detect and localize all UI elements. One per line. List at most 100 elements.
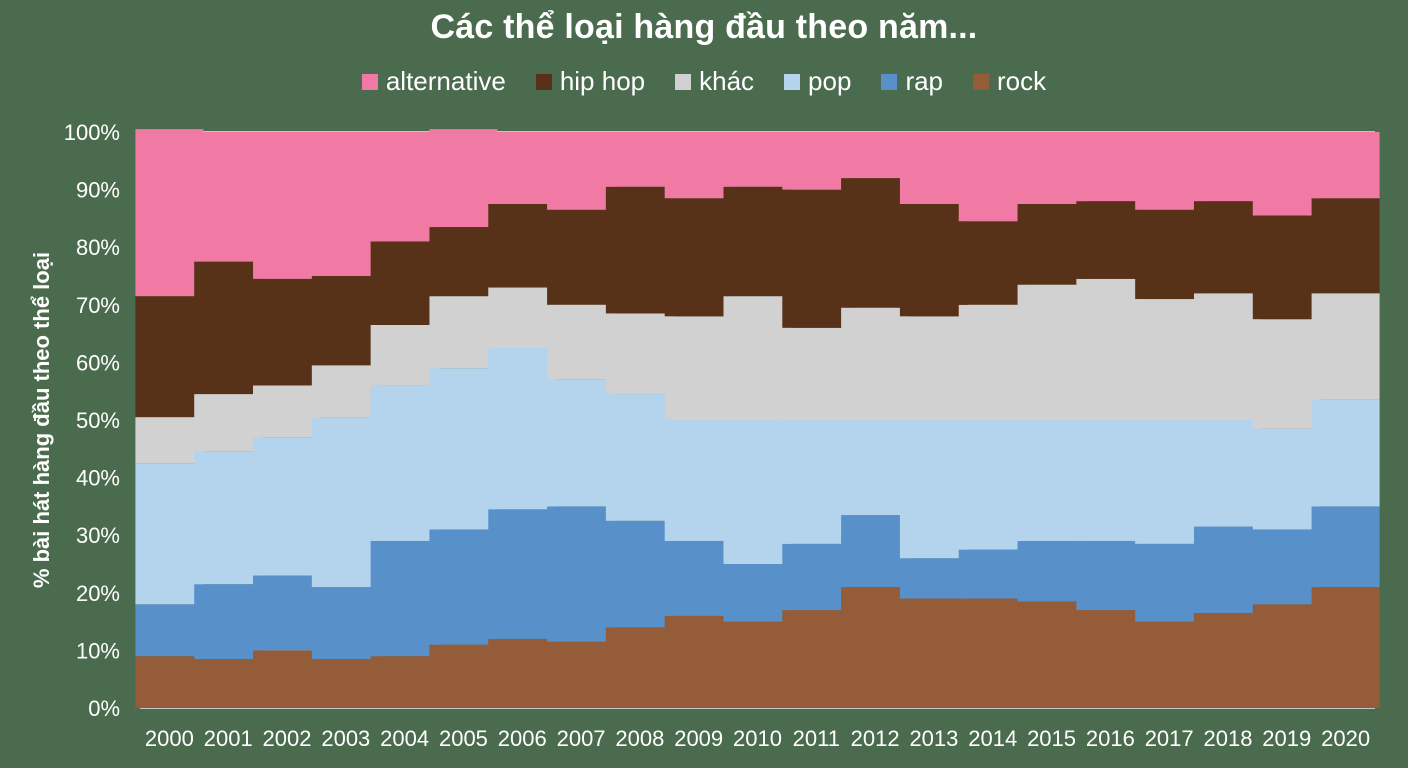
- bar-segment-khác-2018: [1193, 293, 1262, 420]
- bar-segment-rock-2013: [899, 598, 968, 708]
- legend-swatch: [675, 73, 692, 90]
- bar-segment-pop-2001: [194, 451, 263, 585]
- bar-segment-khác-2004: [370, 324, 439, 386]
- bar-segment-hip-hop-2013: [899, 204, 968, 317]
- legend-swatch: [535, 73, 552, 90]
- legend-label: khác: [699, 66, 755, 96]
- bar-segment-rap-2014: [958, 549, 1027, 599]
- chart-legend: alternative hip hop khác pop rap rock: [0, 66, 1408, 97]
- legend-item-alternative: alternative: [361, 66, 506, 97]
- bar-segment-rock-2007: [547, 641, 616, 708]
- bar-segment-pop-2014: [958, 420, 1027, 550]
- bar-segment-hip-hop-2008: [605, 186, 674, 314]
- bar-segment-rap-2011: [782, 543, 851, 611]
- bar-segment-khác-2001: [194, 394, 263, 452]
- bar-segment-khác-2000: [135, 417, 204, 464]
- bar-segment-khác-2015: [1017, 284, 1086, 420]
- y-tick-label: 50%: [76, 408, 120, 433]
- bar-segment-rap-2015: [1017, 540, 1086, 602]
- bar-segment-hip-hop-2017: [1135, 209, 1204, 300]
- bar-segment-pop-2007: [547, 379, 616, 507]
- bar-segment-khác-2020: [1311, 293, 1380, 400]
- bar-segment-rap-2017: [1135, 543, 1204, 622]
- bar-segment-alternative-2008: [605, 132, 674, 187]
- bar-segment-hip-hop-2011: [782, 189, 851, 328]
- x-tick-label: 2019: [1262, 726, 1311, 751]
- y-tick-label: 60%: [76, 350, 120, 375]
- bar-segment-hip-hop-2010: [723, 186, 792, 297]
- bar-segment-alternative-2012: [841, 132, 910, 179]
- bar-segment-pop-2005: [429, 368, 498, 530]
- bar-segment-pop-2019: [1252, 428, 1321, 530]
- bar-segment-alternative-2007: [547, 132, 616, 210]
- legend-label: hip hop: [559, 66, 646, 96]
- legend-item-hip-hop: hip hop: [535, 66, 646, 97]
- bar-segment-alternative-2005: [429, 129, 498, 228]
- x-tick-label: 2002: [263, 726, 312, 751]
- bar-segment-rap-2005: [429, 529, 498, 645]
- bar-segment-rap-2007: [547, 506, 616, 642]
- bar-segment-rock-2005: [429, 644, 498, 708]
- bar-segment-rap-2003: [311, 587, 380, 660]
- y-tick-label: 0%: [88, 696, 120, 721]
- bar-segment-hip-hop-2001: [194, 261, 263, 395]
- bar-segment-rock-2015: [1017, 601, 1086, 708]
- bar-segment-rock-2006: [488, 638, 557, 708]
- bar-segment-alternative-2002: [253, 132, 322, 279]
- bar-segment-pop-2013: [899, 420, 968, 559]
- bar-segment-pop-2010: [723, 420, 792, 564]
- bar-segment-rock-2003: [311, 659, 380, 708]
- bar-segment-rap-2012: [841, 515, 910, 588]
- bar-segment-rap-2002: [253, 575, 322, 651]
- bar-segment-hip-hop-2004: [370, 241, 439, 325]
- bar-segment-alternative-2015: [1017, 132, 1086, 204]
- bar-segment-alternative-2001: [194, 132, 263, 262]
- x-tick-label: 2006: [498, 726, 547, 751]
- bar-segment-pop-2004: [370, 385, 439, 541]
- bar-segment-rock-2018: [1193, 612, 1262, 708]
- bar-segment-alternative-2010: [723, 132, 792, 187]
- bar-segment-khác-2003: [311, 365, 380, 418]
- bar-segment-rap-2004: [370, 540, 439, 657]
- legend-swatch: [881, 73, 898, 90]
- x-tick-label: 2013: [909, 726, 958, 751]
- bar-segment-hip-hop-2007: [547, 209, 616, 305]
- bar-segment-alternative-2017: [1135, 132, 1204, 210]
- y-tick-label: 30%: [76, 523, 120, 548]
- legend-item-rock: rock: [973, 66, 1046, 97]
- bar-segment-rap-2010: [723, 564, 792, 622]
- y-tick-label: 40%: [76, 466, 120, 491]
- bar-segment-rap-2000: [135, 604, 204, 657]
- bar-segment-rap-2006: [488, 509, 557, 639]
- bar-segment-alternative-2009: [664, 132, 733, 199]
- bar-segment-hip-hop-2009: [664, 198, 733, 317]
- bar-segment-hip-hop-2015: [1017, 204, 1086, 285]
- bar-segment-pop-2003: [311, 417, 380, 588]
- bar-segment-hip-hop-2014: [958, 221, 1027, 305]
- x-tick-label: 2015: [1027, 726, 1076, 751]
- legend-label: rock: [997, 66, 1047, 96]
- legend-item-pop: pop: [784, 66, 851, 97]
- bar-segment-rock-2017: [1135, 621, 1204, 708]
- x-tick-label: 2016: [1086, 726, 1135, 751]
- bar-segment-pop-2012: [841, 420, 910, 516]
- bar-segment-alternative-2006: [488, 132, 557, 204]
- bar-segment-pop-2017: [1135, 420, 1204, 544]
- bar-segment-alternative-2004: [370, 132, 439, 242]
- x-tick-label: 2008: [615, 726, 664, 751]
- bar-segment-hip-hop-2006: [488, 204, 557, 288]
- bar-segment-rap-2020: [1311, 506, 1380, 588]
- bar-segment-khác-2016: [1076, 278, 1145, 420]
- bar-segment-alternative-2016: [1076, 132, 1145, 202]
- bar-segment-khác-2007: [547, 304, 616, 380]
- bar-segment-khác-2006: [488, 287, 557, 348]
- x-tick-label: 2018: [1203, 726, 1252, 751]
- bar-segment-rock-2000: [135, 656, 204, 708]
- bar-segment-hip-hop-2016: [1076, 201, 1145, 279]
- bar-segment-khác-2008: [605, 313, 674, 395]
- bar-segment-khác-2013: [899, 316, 968, 420]
- bar-segment-rap-2016: [1076, 540, 1145, 611]
- x-tick-label: 2003: [321, 726, 370, 751]
- bar-segment-rock-2002: [253, 650, 322, 708]
